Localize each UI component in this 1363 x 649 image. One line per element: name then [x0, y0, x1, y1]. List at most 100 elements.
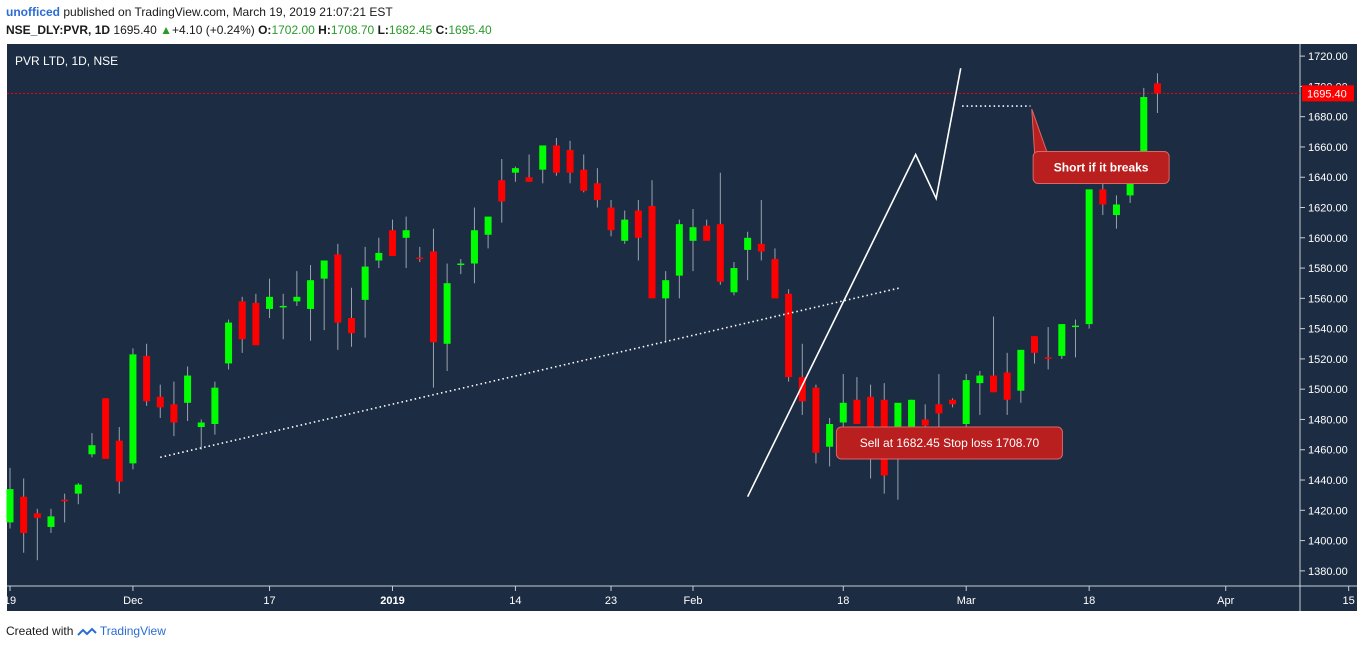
plot-area[interactable] — [7, 44, 1300, 586]
last-price-tag-text: 1695.40 — [1307, 88, 1347, 100]
candle-body — [662, 280, 670, 299]
publish-info: unofficed published on TradingView.com, … — [6, 5, 393, 19]
drawings — [160, 68, 1031, 498]
candle — [170, 381, 178, 437]
candle — [1031, 336, 1038, 364]
candle-body — [129, 354, 137, 464]
candle-body — [443, 283, 451, 344]
callout-box — [1032, 150, 1170, 184]
candle — [1085, 189, 1093, 329]
candle — [307, 265, 315, 341]
y-tick-label: 1600.00 — [1308, 233, 1348, 245]
x-tick-label: 2019 — [380, 595, 404, 607]
candle — [976, 371, 984, 415]
candle — [525, 154, 533, 182]
candle-body — [429, 251, 437, 343]
candle — [33, 508, 41, 561]
candle-body — [566, 149, 574, 173]
callout-short[interactable]: Short if it breaks — [1031, 108, 1170, 184]
candle-body — [962, 380, 970, 425]
y-tick-label: 1660.00 — [1308, 142, 1348, 154]
candle-body — [143, 355, 151, 402]
callout-sell[interactable]: Sell at 1682.45 Stop loss 1708.70 — [835, 426, 1063, 460]
candle-body — [102, 398, 110, 459]
candle — [184, 366, 192, 421]
candle-body — [279, 305, 287, 308]
candle — [539, 145, 547, 184]
swing-line[interactable] — [746, 68, 962, 498]
tradingview-link[interactable]: TradingView — [99, 624, 166, 638]
candle-body — [648, 205, 656, 299]
last-price-tag-box — [1302, 85, 1354, 102]
low-value: 1682.45 — [388, 23, 433, 37]
y-tick-label: 1620.00 — [1308, 203, 1348, 215]
candle — [552, 137, 560, 176]
y-tick-label: 1520.00 — [1308, 354, 1348, 366]
price-scale[interactable] — [1300, 44, 1357, 611]
trend-line[interactable] — [160, 286, 901, 459]
candle-body — [716, 224, 724, 282]
candle — [990, 316, 998, 393]
y-ticks: 1380.00 1400.00 1420.00 1440.00 1460.00 1480.… — [1300, 51, 1348, 578]
candle-body — [921, 419, 929, 426]
candle — [388, 219, 396, 256]
candle-body — [689, 227, 697, 241]
candle-body — [1044, 357, 1052, 359]
last-price: 1695.40 — [113, 23, 157, 37]
candle-body — [539, 145, 547, 170]
candle-body — [33, 513, 41, 518]
callout-box — [835, 426, 1063, 460]
candle — [293, 271, 301, 306]
candle — [20, 478, 28, 553]
candle — [716, 172, 724, 285]
candle — [1153, 73, 1161, 113]
candle — [757, 199, 765, 261]
candle-body — [785, 293, 793, 378]
candle — [470, 207, 478, 284]
candle — [744, 231, 752, 281]
candle-body — [1003, 372, 1011, 400]
candle-body — [621, 219, 629, 241]
candle-body — [1153, 83, 1161, 94]
candle-body — [252, 302, 260, 346]
candle — [279, 293, 287, 340]
x-tick-label: Feb — [684, 595, 703, 607]
candles — [6, 73, 1161, 561]
candle-body — [484, 216, 492, 235]
candle — [580, 154, 588, 193]
candle-body — [1058, 324, 1066, 356]
candle — [429, 228, 437, 388]
candle — [730, 262, 738, 296]
author-name[interactable]: unofficed — [6, 5, 60, 19]
candle — [1071, 319, 1079, 358]
candle-body — [1017, 349, 1025, 391]
callout-text: Sell at 1682.45 Stop loss 1708.70 — [860, 436, 1040, 450]
candle-body — [1099, 189, 1107, 205]
time-scale[interactable] — [7, 586, 1300, 611]
candle-body — [853, 399, 861, 425]
candle — [238, 296, 246, 353]
candle-body — [170, 404, 178, 423]
candle-body — [990, 375, 998, 393]
candle — [156, 384, 164, 418]
candle — [115, 427, 123, 494]
candle — [484, 216, 492, 249]
candle-body — [375, 252, 383, 261]
candle-body — [580, 169, 588, 191]
candle — [593, 168, 601, 208]
last-price-tag: 1695.40 — [1302, 85, 1354, 102]
x-tick-label: 17 — [263, 595, 275, 607]
y-tick-label: 1540.00 — [1308, 324, 1348, 336]
publish-text: published on TradingView.com, March 19, … — [63, 5, 393, 19]
candle — [74, 483, 82, 505]
x-tick-label: Apr — [1217, 595, 1234, 607]
low-key: L: — [377, 23, 389, 37]
candle — [703, 219, 711, 241]
candle-body — [511, 168, 519, 173]
candle-body — [1085, 189, 1093, 325]
candle-body — [320, 260, 328, 279]
candle-body — [6, 489, 14, 523]
candle-body — [20, 496, 28, 534]
y-tick-label: 1640.00 — [1308, 172, 1348, 184]
